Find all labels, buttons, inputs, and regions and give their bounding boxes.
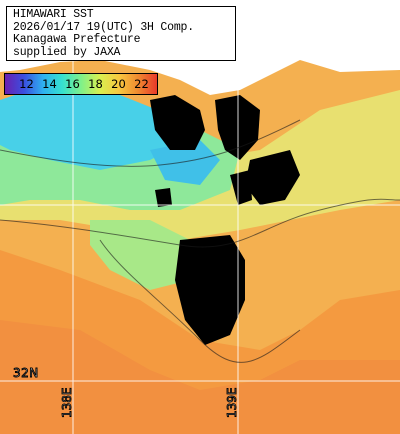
legend-label-22: 22 xyxy=(134,77,149,91)
land-miura xyxy=(245,150,300,205)
warm-current-region-south xyxy=(0,320,400,434)
temperature-legend: 12 14 16 18 20 22 xyxy=(4,73,158,95)
caption-source: supplied by JAXA xyxy=(13,45,121,59)
longitude-label-139e: 139E xyxy=(225,387,240,418)
legend-color-bar xyxy=(5,74,157,94)
legend-label-16: 16 xyxy=(65,77,80,91)
contour-line xyxy=(0,119,301,167)
sst-contours xyxy=(0,119,400,363)
legend-label-20: 20 xyxy=(111,77,126,91)
cool-water-bay xyxy=(90,220,190,290)
land-islet xyxy=(155,188,172,207)
longitude-label-138e: 138E xyxy=(60,387,75,418)
caption-title: HIMAWARI SST xyxy=(13,8,94,21)
legend-label-18: 18 xyxy=(88,77,103,91)
cold-water-region xyxy=(0,80,190,170)
land-izu-north xyxy=(150,95,205,150)
legend-label-14: 14 xyxy=(42,77,57,91)
legend-label-12: 12 xyxy=(19,77,34,91)
caption-box: HIMAWARI SST 2026/01/17 19(UTC) 3H Comp.… xyxy=(6,6,236,61)
contour-line xyxy=(0,198,400,248)
caption-date: 2026/01/17 19(UTC) 3H Comp. xyxy=(13,20,194,34)
land-tokyo-bay-edge xyxy=(230,170,252,205)
caption-region: Kanagawa Prefecture xyxy=(13,33,141,47)
land-boso xyxy=(175,235,245,345)
legend-labels: 12 14 16 18 20 22 xyxy=(5,74,157,94)
latitude-label: 32N xyxy=(13,366,39,381)
cold-water-patch xyxy=(150,140,220,185)
contour-line xyxy=(99,239,301,363)
